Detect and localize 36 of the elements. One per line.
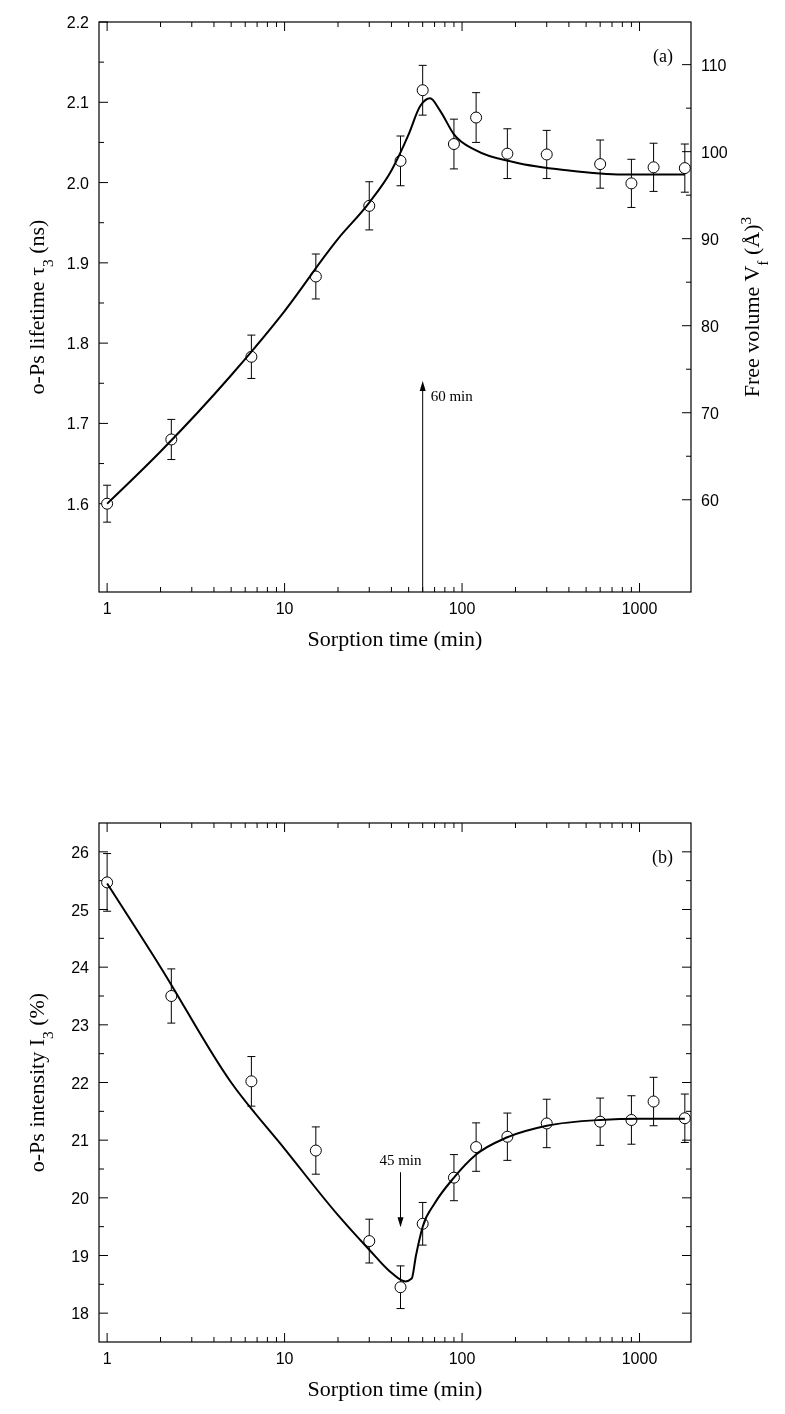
x-tick-label: 1 (102, 600, 112, 617)
x-tick-label: 1000 (621, 1350, 658, 1367)
x-tick-label: 10 (275, 600, 294, 617)
x-tick-label: 100 (448, 600, 476, 617)
y-tick-label: 26 (71, 843, 90, 861)
x-axis-title: Sorption time (min) (307, 626, 483, 651)
y-tick-label: 24 (71, 959, 90, 977)
y-tick-label: 22 (71, 1074, 90, 1092)
annotation: (a) (653, 46, 673, 67)
x-tick-label: 10 (275, 1350, 294, 1367)
x-tick-label: 100 (448, 1350, 476, 1367)
y2-tick-label: 110 (701, 56, 727, 74)
y-tick-label: 21 (71, 1132, 90, 1150)
y-tick-label: 20 (71, 1189, 90, 1207)
y-tick-label: 23 (71, 1016, 90, 1034)
annotation: (b) (652, 847, 673, 868)
y-tick-label: 2.2 (66, 14, 90, 31)
y-tick-label: 1.8 (66, 335, 90, 353)
ref-line-label: 45 min (379, 1152, 423, 1169)
y2-tick-label: 60 (701, 491, 719, 509)
y-tick-label: 1.6 (66, 495, 90, 513)
y-tick-label: 25 (71, 901, 90, 919)
x-axis-title: Sorption time (min) (307, 1376, 483, 1401)
y-tick-label: 2.0 (66, 174, 90, 192)
y-tick-label: 18 (71, 1305, 90, 1323)
y2-tick-label: 70 (701, 404, 719, 422)
y2-tick-label: 100 (701, 143, 728, 161)
y-tick-label: 1.9 (66, 254, 90, 272)
y-tick-label: 2.1 (66, 94, 90, 112)
y2-tick-label: 90 (701, 230, 719, 248)
y2-tick-label: 80 (701, 317, 719, 335)
ref-line-label: 60 min (430, 388, 474, 405)
x-tick-label: 1000 (621, 600, 658, 617)
x-tick-label: 1 (102, 1350, 112, 1367)
y-tick-label: 19 (71, 1247, 90, 1265)
y-tick-label: 1.7 (66, 415, 90, 433)
